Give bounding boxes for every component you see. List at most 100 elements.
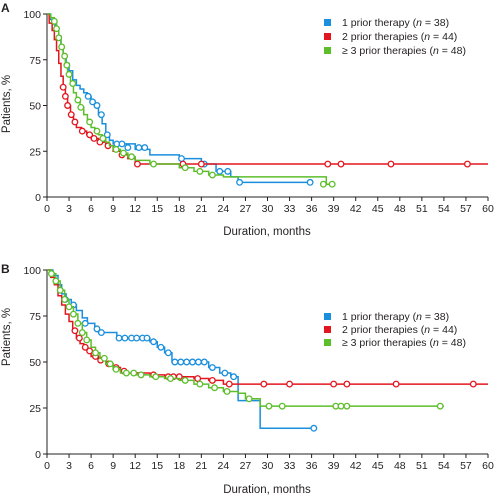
panel-a: A Patients, % Duration, months 1 prior t…	[1, 1, 494, 238]
legend-entry-1: 1 prior therapy (n = 38)	[342, 311, 449, 323]
x-tick-label: 60	[482, 203, 494, 215]
x-tick-label: 36	[306, 460, 318, 472]
legend: 1 prior therapy (n = 38) 2 prior therapi…	[324, 311, 466, 349]
legend-swatch-2	[324, 33, 331, 40]
censor-mark-3	[56, 286, 64, 294]
censor-mark-1	[84, 92, 92, 100]
censor-mark-3	[150, 160, 158, 168]
censor-mark-3	[50, 17, 58, 25]
censor-mark-3	[265, 402, 273, 410]
censor-mark-1	[194, 358, 202, 366]
y-tick-label: 0	[35, 449, 41, 461]
censor-mark-2	[330, 380, 338, 388]
censor-mark-2	[469, 380, 477, 388]
y-axis-title: Patients, %	[1, 308, 13, 366]
censor-mark-1	[150, 338, 158, 346]
censor-mark-3	[61, 295, 69, 303]
x-tick-label: 42	[350, 203, 362, 215]
censor-mark-2	[81, 343, 89, 351]
censor-mark-2	[78, 127, 86, 135]
y-tick-label: 75	[29, 55, 41, 67]
x-tick-label: 21	[196, 203, 208, 215]
censor-mark-3	[119, 149, 127, 157]
censor-mark-1	[93, 102, 101, 109]
legend-swatch-1	[324, 313, 331, 320]
censor-mark-1	[135, 144, 143, 152]
censor-mark-3	[137, 371, 145, 379]
legend-entry-2: 2 prior therapies (n = 44)	[342, 324, 457, 336]
x-tick-label: 15	[151, 203, 163, 215]
x-tick-label: 24	[218, 203, 230, 215]
censor-mark-1	[118, 140, 126, 148]
censor-mark-1	[189, 358, 196, 366]
legend-swatch-3	[324, 47, 331, 54]
censor-mark-1	[133, 334, 141, 342]
censor-mark-3	[65, 303, 73, 311]
censor-mark-3	[319, 180, 327, 188]
legend-entry-3: ≥ 3 prior therapies (n = 48)	[342, 337, 466, 349]
censor-mark-2	[225, 380, 233, 388]
censor-mark-3	[99, 134, 107, 142]
censor-mark-3	[74, 96, 82, 104]
censor-mark-1	[89, 98, 97, 106]
censor-mark-2	[463, 160, 471, 168]
legend-entry-2: 2 prior therapies (n = 44)	[342, 31, 457, 43]
censor-mark-3	[106, 360, 114, 368]
x-tick-label: 21	[196, 460, 208, 472]
x-tick-label: 27	[240, 203, 252, 215]
x-tick-label: 27	[240, 460, 252, 472]
censor-mark-3	[181, 376, 189, 384]
censor-mark-3	[69, 80, 77, 87]
censor-mark-3	[130, 369, 138, 377]
censor-mark-2	[337, 160, 345, 168]
x-tick-label: 3	[66, 460, 72, 472]
censor-mark-2	[86, 131, 94, 139]
censor-mark-2	[286, 380, 293, 388]
censor-mark-2	[61, 92, 69, 100]
legend-entry-1: 1 prior therapy (n = 38)	[342, 17, 449, 29]
x-tick-label: 15	[151, 460, 163, 472]
censor-mark-3	[77, 103, 85, 111]
censor-mark-3	[92, 349, 99, 357]
censor-mark-3	[245, 395, 253, 403]
x-tick-label: 0	[44, 203, 50, 215]
x-tick-label: 12	[129, 460, 141, 472]
panel-label: A	[1, 1, 10, 15]
panel-b: B Patients, % Duration, months 1 prior t…	[1, 262, 494, 496]
censor-mark-3	[112, 365, 120, 373]
censor-mark-3	[47, 270, 55, 278]
censor-mark-1	[164, 349, 172, 357]
censor-mark-2	[59, 83, 67, 91]
x-tick-label: 18	[173, 460, 185, 472]
censor-mark-2	[392, 380, 400, 388]
censor-mark-2	[86, 347, 94, 355]
x-tick-label: 0	[44, 460, 50, 472]
x-tick-label: 39	[328, 203, 340, 215]
x-tick-label: 3	[66, 203, 72, 215]
panel-label: B	[1, 262, 10, 276]
legend-swatch-3	[324, 339, 331, 346]
censor-mark-1	[230, 373, 238, 381]
x-tick-label: 30	[262, 460, 274, 472]
x-tick-label: 6	[88, 460, 94, 472]
censor-mark-1	[208, 364, 216, 371]
censor-mark-3	[328, 180, 336, 188]
censor-mark-3	[78, 329, 86, 337]
censor-mark-3	[128, 153, 135, 161]
censor-mark-2	[71, 118, 79, 126]
censor-mark-1	[236, 178, 244, 186]
censor-mark-3	[93, 127, 101, 135]
censor-mark-2	[75, 334, 83, 342]
censor-mark-1	[97, 111, 105, 119]
censor-mark-2	[194, 375, 202, 383]
censor-mark-1	[141, 144, 149, 152]
censor-mark-3	[86, 118, 94, 126]
censor-mark-1	[121, 334, 129, 342]
censor-mark-2	[260, 380, 268, 388]
censor-mark-1	[178, 155, 185, 163]
censor-mark-3	[112, 145, 120, 153]
censor-mark-1	[81, 319, 89, 327]
x-tick-label: 42	[350, 460, 362, 472]
x-tick-label: 54	[438, 203, 450, 215]
